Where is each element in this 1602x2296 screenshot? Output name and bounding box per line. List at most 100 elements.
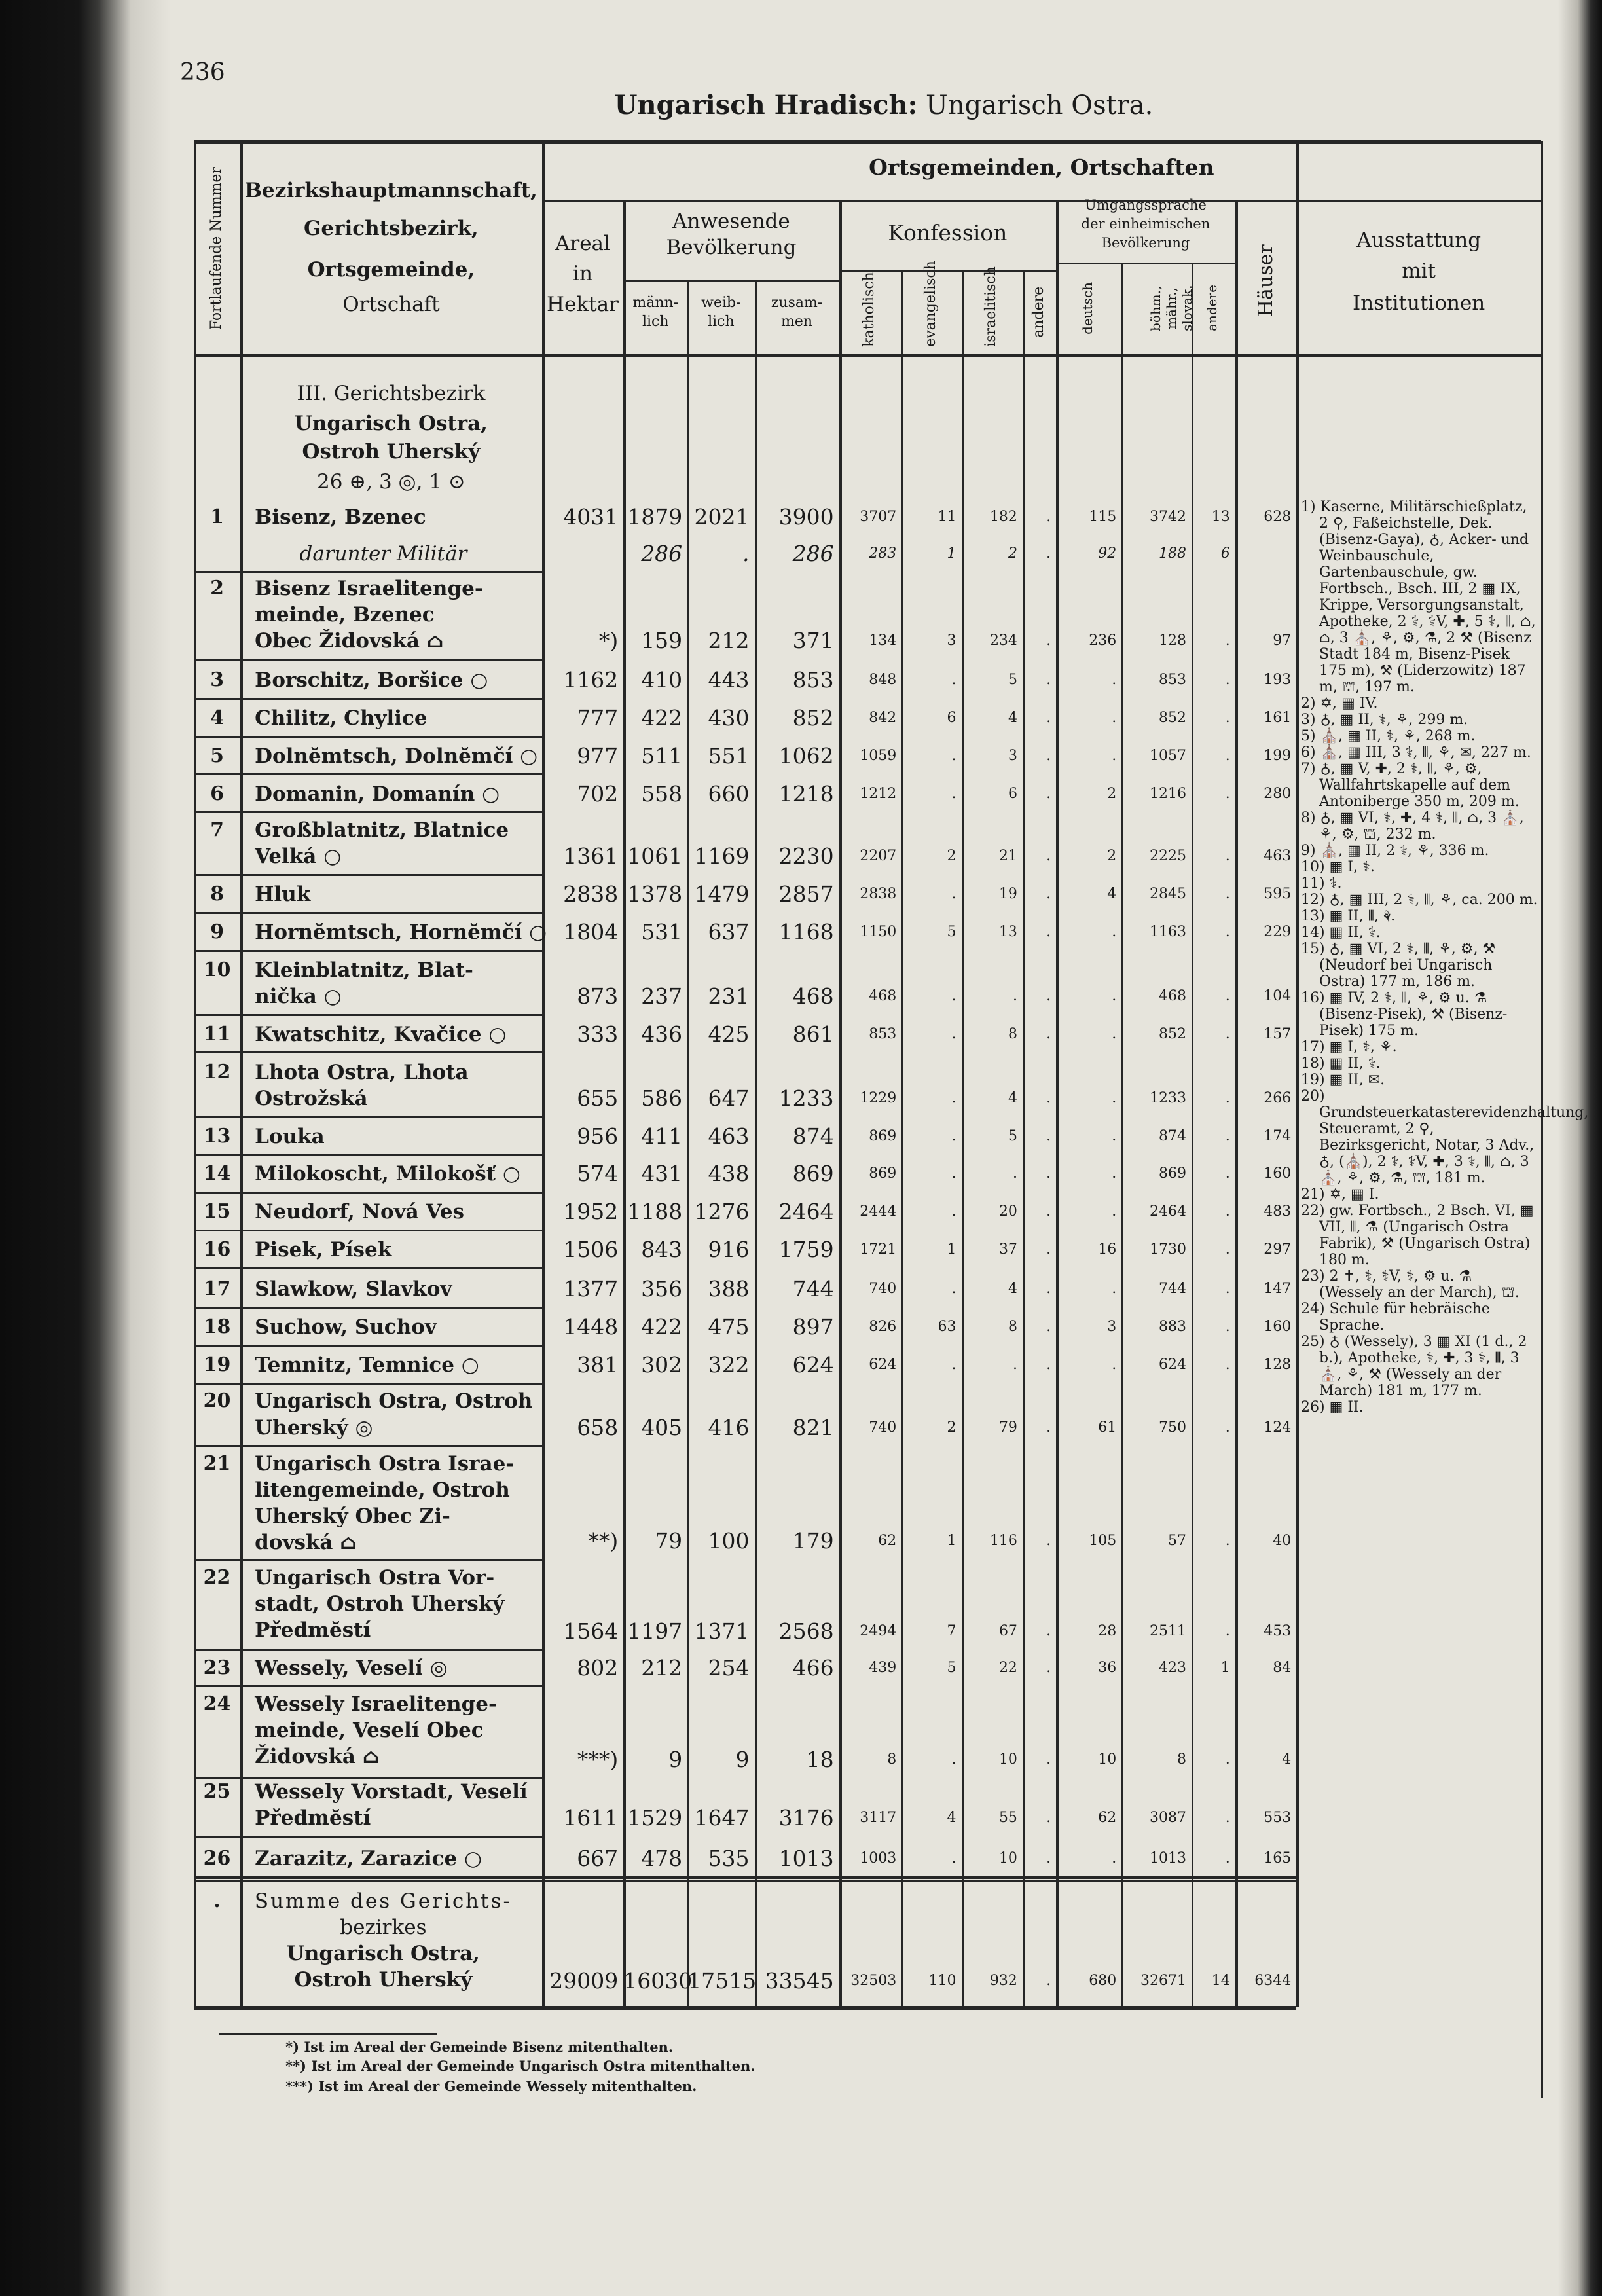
cell-value: 8	[887, 1751, 897, 1768]
cell-value: 463	[1264, 848, 1292, 865]
row-number: 24	[203, 1692, 231, 1716]
place-name: Ungarisch Ostra Vor-	[255, 1565, 495, 1590]
place-name: Židovská ⌂	[255, 1745, 380, 1769]
place-name: Obec Židovská ⌂	[255, 629, 444, 653]
rule	[240, 141, 244, 2008]
cell-value: 6	[1220, 545, 1230, 562]
place-name: nička ○	[255, 984, 342, 1008]
cell-value: .	[951, 1025, 956, 1042]
cell-value: 422	[641, 1313, 683, 1339]
cell-value: 37	[998, 1241, 1017, 1258]
rule	[193, 354, 1542, 357]
cell-value: 333	[577, 1021, 619, 1047]
remark: 26) ▦ II.	[1301, 1399, 1364, 1415]
cell-value: .	[1012, 1356, 1017, 1373]
rule	[193, 141, 196, 2008]
title-bold: Ungarisch Hradisch:	[614, 90, 918, 121]
cell-value: 7	[947, 1623, 956, 1639]
cell-value: .	[1046, 987, 1051, 1004]
header-sub: böhm., mähr., slovak.	[1147, 285, 1195, 331]
row-number: 10	[203, 958, 231, 981]
cell-value: 1061	[627, 843, 683, 869]
row-number: 20	[203, 1389, 231, 1413]
cell-value: 160	[1264, 1165, 1292, 1182]
cell-value: 100	[708, 1528, 750, 1554]
cell-value: .	[1225, 924, 1230, 940]
cell-value: 744	[1159, 1281, 1187, 1298]
remark: 16) ▦ IV, 2 ⚕, ⫴, ⚘, ⚙ u. ⚗ (Bisenz-Pise…	[1301, 990, 1508, 1039]
place-name: Kleinblatnitz, Blat-	[255, 958, 473, 982]
place-name: Ostroh Uherský	[294, 1967, 473, 1992]
cell-value: .	[1046, 672, 1051, 689]
header-language: der einheimischen	[1081, 216, 1211, 232]
cell-value: .	[1046, 924, 1051, 940]
remark: 2) ✡, ▦ IV.	[1301, 695, 1378, 712]
cell-value: 110	[928, 1973, 956, 1989]
place-name: Louka	[255, 1124, 325, 1148]
rule	[623, 199, 627, 2008]
cell-value: 439	[869, 1659, 897, 1676]
cell-value: 2568	[778, 1618, 834, 1644]
cell-value: 159	[641, 628, 683, 653]
cell-value: .	[1046, 1318, 1051, 1335]
row-number: 19	[203, 1353, 231, 1376]
cell-value: .	[1225, 785, 1230, 802]
row-number: 25	[203, 1779, 231, 1803]
cell-value: 2225	[1150, 848, 1187, 865]
cell-value: .	[1112, 1356, 1117, 1373]
cell-value: 1150	[860, 924, 897, 940]
rule	[193, 1192, 542, 1194]
cell-value: 624	[792, 1351, 834, 1377]
cell-value: 3	[1008, 747, 1017, 764]
cell-value: 62	[878, 1533, 897, 1550]
rule	[193, 1382, 542, 1385]
cell-value: 124	[1264, 1419, 1292, 1436]
cell-value: .	[1046, 1623, 1051, 1639]
cell-value: .	[1046, 1419, 1051, 1436]
place-name: Wessely Vorstadt, Veselí	[255, 1779, 528, 1804]
cell-value: 558	[641, 780, 683, 807]
place-name: Summe des Gerichts-	[254, 1889, 512, 1913]
cell-value: 2	[947, 848, 956, 865]
header-houses: Häuser	[1254, 244, 1277, 317]
place-name: Ostrožská	[255, 1086, 368, 1110]
cell-value: 869	[869, 1165, 897, 1182]
cell-value: 916	[708, 1237, 750, 1263]
cell-value: .	[1046, 1850, 1051, 1867]
cell-value: 1216	[1150, 785, 1187, 802]
cell-value: .	[1046, 1165, 1051, 1182]
cell-value: 231	[708, 983, 750, 1009]
row-number: 23	[203, 1656, 231, 1679]
cell-value: .	[1225, 1089, 1230, 1106]
header-sub: deutsch	[1080, 282, 1096, 335]
rule	[839, 269, 1057, 272]
header-areal: Areal	[555, 231, 610, 255]
cell-value: 128	[1159, 632, 1187, 649]
cell-value: .	[1012, 1165, 1017, 1182]
cell-value: 1	[947, 545, 956, 562]
cell-value: 17515	[687, 1968, 757, 1994]
cell-value: .	[1046, 1659, 1051, 1676]
cell-value: 67	[998, 1623, 1017, 1639]
header-sub: lich	[708, 313, 735, 330]
cell-value: 438	[708, 1161, 750, 1187]
cell-value: .	[1046, 1025, 1051, 1042]
cell-value: 475	[708, 1313, 750, 1339]
cell-value: 680	[1089, 1973, 1117, 1989]
cell-value: 3176	[778, 1804, 834, 1831]
cell-value: 14	[1211, 1973, 1230, 1989]
header-population: Bevölkerung	[666, 236, 797, 260]
cell-value: 234	[989, 632, 1017, 649]
header-sub: men	[781, 313, 813, 330]
cell-value: .	[1225, 1809, 1230, 1826]
cell-value: 1062	[778, 742, 834, 769]
cell-value: .	[1112, 924, 1117, 940]
cell-value: 1804	[563, 919, 619, 945]
cell-value: 32503	[850, 1973, 897, 1989]
rule	[193, 1267, 542, 1269]
cell-value: 297	[1264, 1241, 1292, 1258]
cell-value: .	[1112, 1025, 1117, 1042]
cell-value: .	[1225, 1850, 1230, 1867]
cell-value: 3117	[860, 1809, 897, 1826]
cell-value: 40	[1273, 1533, 1292, 1550]
